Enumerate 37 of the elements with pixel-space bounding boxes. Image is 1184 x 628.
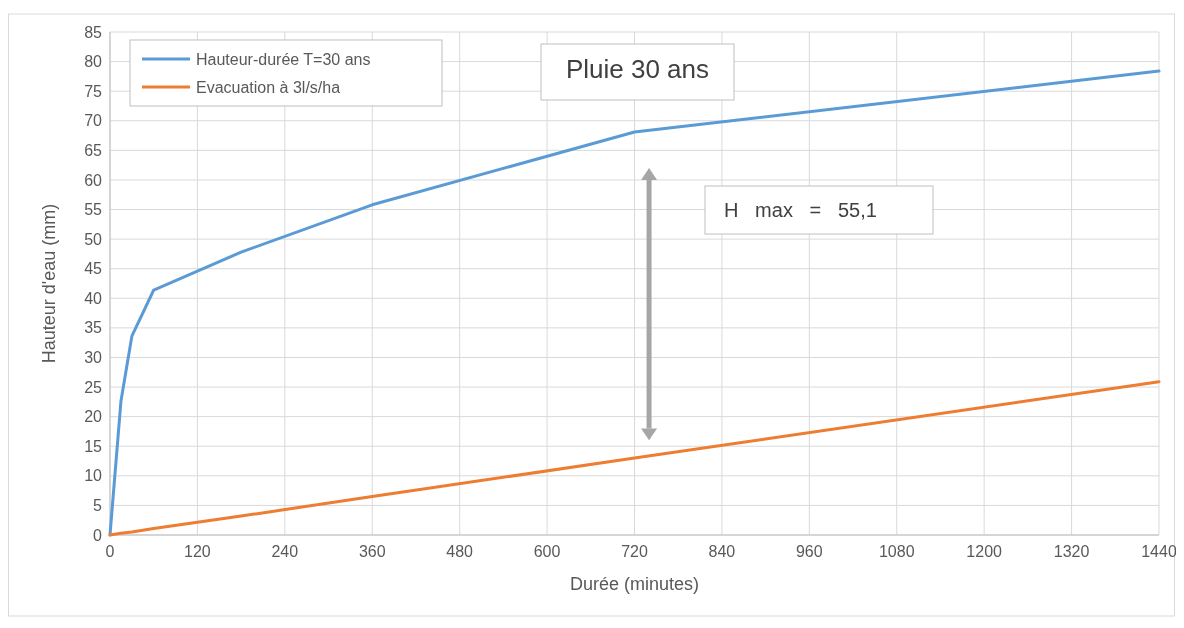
x-tick-label: 960 (795, 543, 823, 560)
y-tick-label: 55 (84, 201, 103, 219)
y-tick-label: 75 (84, 82, 103, 100)
legend-label: Evacuation à 3l/s/ha (196, 78, 341, 96)
x-tick-label: 1080 (878, 543, 915, 560)
x-tick-label: 840 (708, 543, 736, 560)
y-tick-label: 30 (84, 349, 103, 367)
y-tick-label: 15 (84, 437, 103, 455)
y-tick-label: 65 (84, 141, 103, 159)
y-tick-label: 5 (93, 497, 103, 515)
y-tick-label: 40 (84, 289, 103, 307)
x-tick-label: 120 (184, 543, 211, 560)
y-tick-label: 70 (84, 112, 103, 130)
y-tick-label: 10 (84, 467, 103, 485)
x-tick-label: 600 (533, 543, 561, 560)
y-tick-label: 60 (84, 171, 103, 189)
x-tick-label: 0 (105, 543, 115, 560)
y-tick-label: 80 (84, 53, 103, 71)
y-axis-title: Hauteur d'eau (mm) (39, 203, 59, 364)
annotation: H max = 55,1 (724, 199, 877, 221)
y-tick-label: 50 (84, 230, 103, 248)
text: Pluie 30 ans (565, 54, 710, 84)
x-tick-label: 1200 (966, 543, 1003, 560)
y-tick-label: 45 (84, 260, 103, 278)
y-tick-label: 85 (84, 23, 103, 41)
y-tick-label: 20 (84, 408, 103, 426)
y-tick-label: 25 (84, 378, 103, 396)
x-tick-label: 1320 (1053, 543, 1090, 560)
x-tick-label: 480 (446, 543, 474, 560)
x-axis-title: Durée (minutes) (569, 574, 700, 594)
x-tick-label: 360 (358, 543, 386, 560)
x-tick-label: 720 (621, 543, 648, 560)
y-tick-label: 0 (93, 526, 103, 544)
legend-label: Hauteur-durée T=30 ans (196, 50, 371, 68)
x-tick-label: 240 (271, 543, 299, 560)
x-tick-label: 1440 (1141, 543, 1177, 560)
y-tick-label: 35 (84, 319, 103, 337)
